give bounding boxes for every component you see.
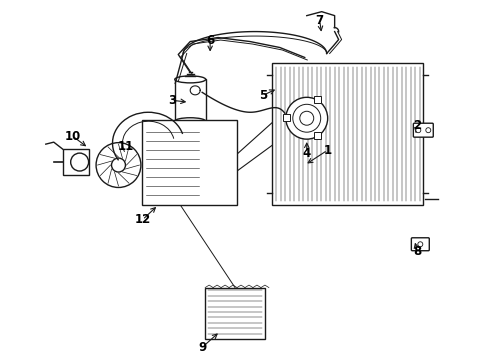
Bar: [283, 114, 290, 121]
Circle shape: [426, 128, 431, 133]
Text: 5: 5: [259, 89, 267, 102]
Circle shape: [418, 242, 423, 247]
Bar: [175, 80, 206, 121]
Text: 10: 10: [65, 130, 81, 143]
Circle shape: [300, 111, 314, 125]
Bar: [205, 288, 265, 339]
Text: 6: 6: [206, 34, 214, 47]
Bar: [272, 63, 423, 205]
Text: 1: 1: [323, 144, 332, 157]
Circle shape: [293, 104, 321, 132]
Bar: [314, 96, 321, 103]
Text: 7: 7: [316, 14, 324, 27]
Text: 11: 11: [117, 140, 134, 153]
Bar: [314, 132, 321, 139]
Text: 4: 4: [303, 147, 311, 159]
Circle shape: [286, 97, 328, 139]
FancyBboxPatch shape: [414, 123, 433, 137]
Ellipse shape: [175, 118, 206, 125]
Bar: [63, 149, 89, 175]
FancyBboxPatch shape: [412, 238, 429, 251]
Circle shape: [416, 128, 421, 133]
Bar: [143, 120, 237, 205]
Circle shape: [112, 158, 125, 172]
Text: 3: 3: [168, 94, 176, 107]
Text: 2: 2: [413, 119, 421, 132]
Circle shape: [96, 143, 141, 188]
Ellipse shape: [175, 76, 206, 83]
Circle shape: [71, 153, 89, 171]
Text: 12: 12: [134, 213, 150, 226]
Text: 8: 8: [413, 245, 421, 258]
Text: 9: 9: [198, 341, 206, 354]
